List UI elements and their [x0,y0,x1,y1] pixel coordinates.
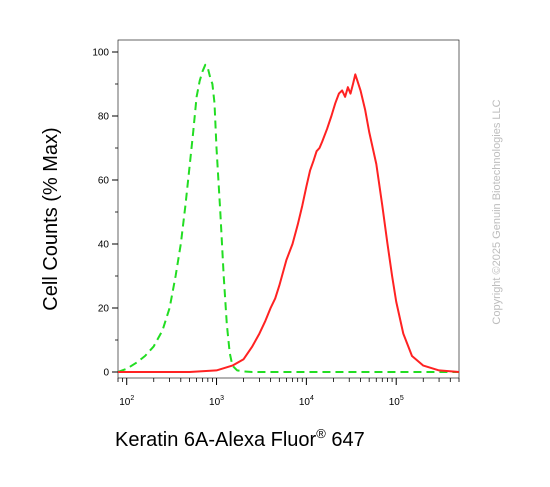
y-tick-label: 100 [92,48,109,59]
y-tick-label: 60 [98,176,110,187]
x-tick-label: 103 [209,395,224,408]
series-layer [117,63,460,373]
x-axis: 102 103 104 105 [117,378,460,408]
x-axis-title: Keratin 6A-Alexa Fluor® 647 [115,426,365,451]
sample-line [118,73,460,373]
isotype-control-line [117,63,459,373]
x-axis-title-suffix: 647 [326,429,365,451]
x-axis-title-main: Keratin 6A-Alexa Fluor [115,429,317,451]
y-tick-label: 0 [103,368,109,379]
copyright-watermark: Copyright ©2025 Genuin Biotechnologies L… [491,99,503,324]
y-tick-label: 20 [98,304,110,315]
y-axis: 0 20 40 60 80 100 [92,48,118,379]
x-axis-title-registered-mark: ® [316,426,326,441]
x-tick-label: 105 [389,395,404,408]
y-tick-label: 40 [98,240,110,251]
x-tick-label: 104 [299,395,314,408]
x-tick-label: 102 [119,395,134,408]
y-tick-label: 80 [98,112,110,123]
y-axis-title: Cell Counts (% Max) [40,127,62,310]
plot-area [117,39,460,379]
